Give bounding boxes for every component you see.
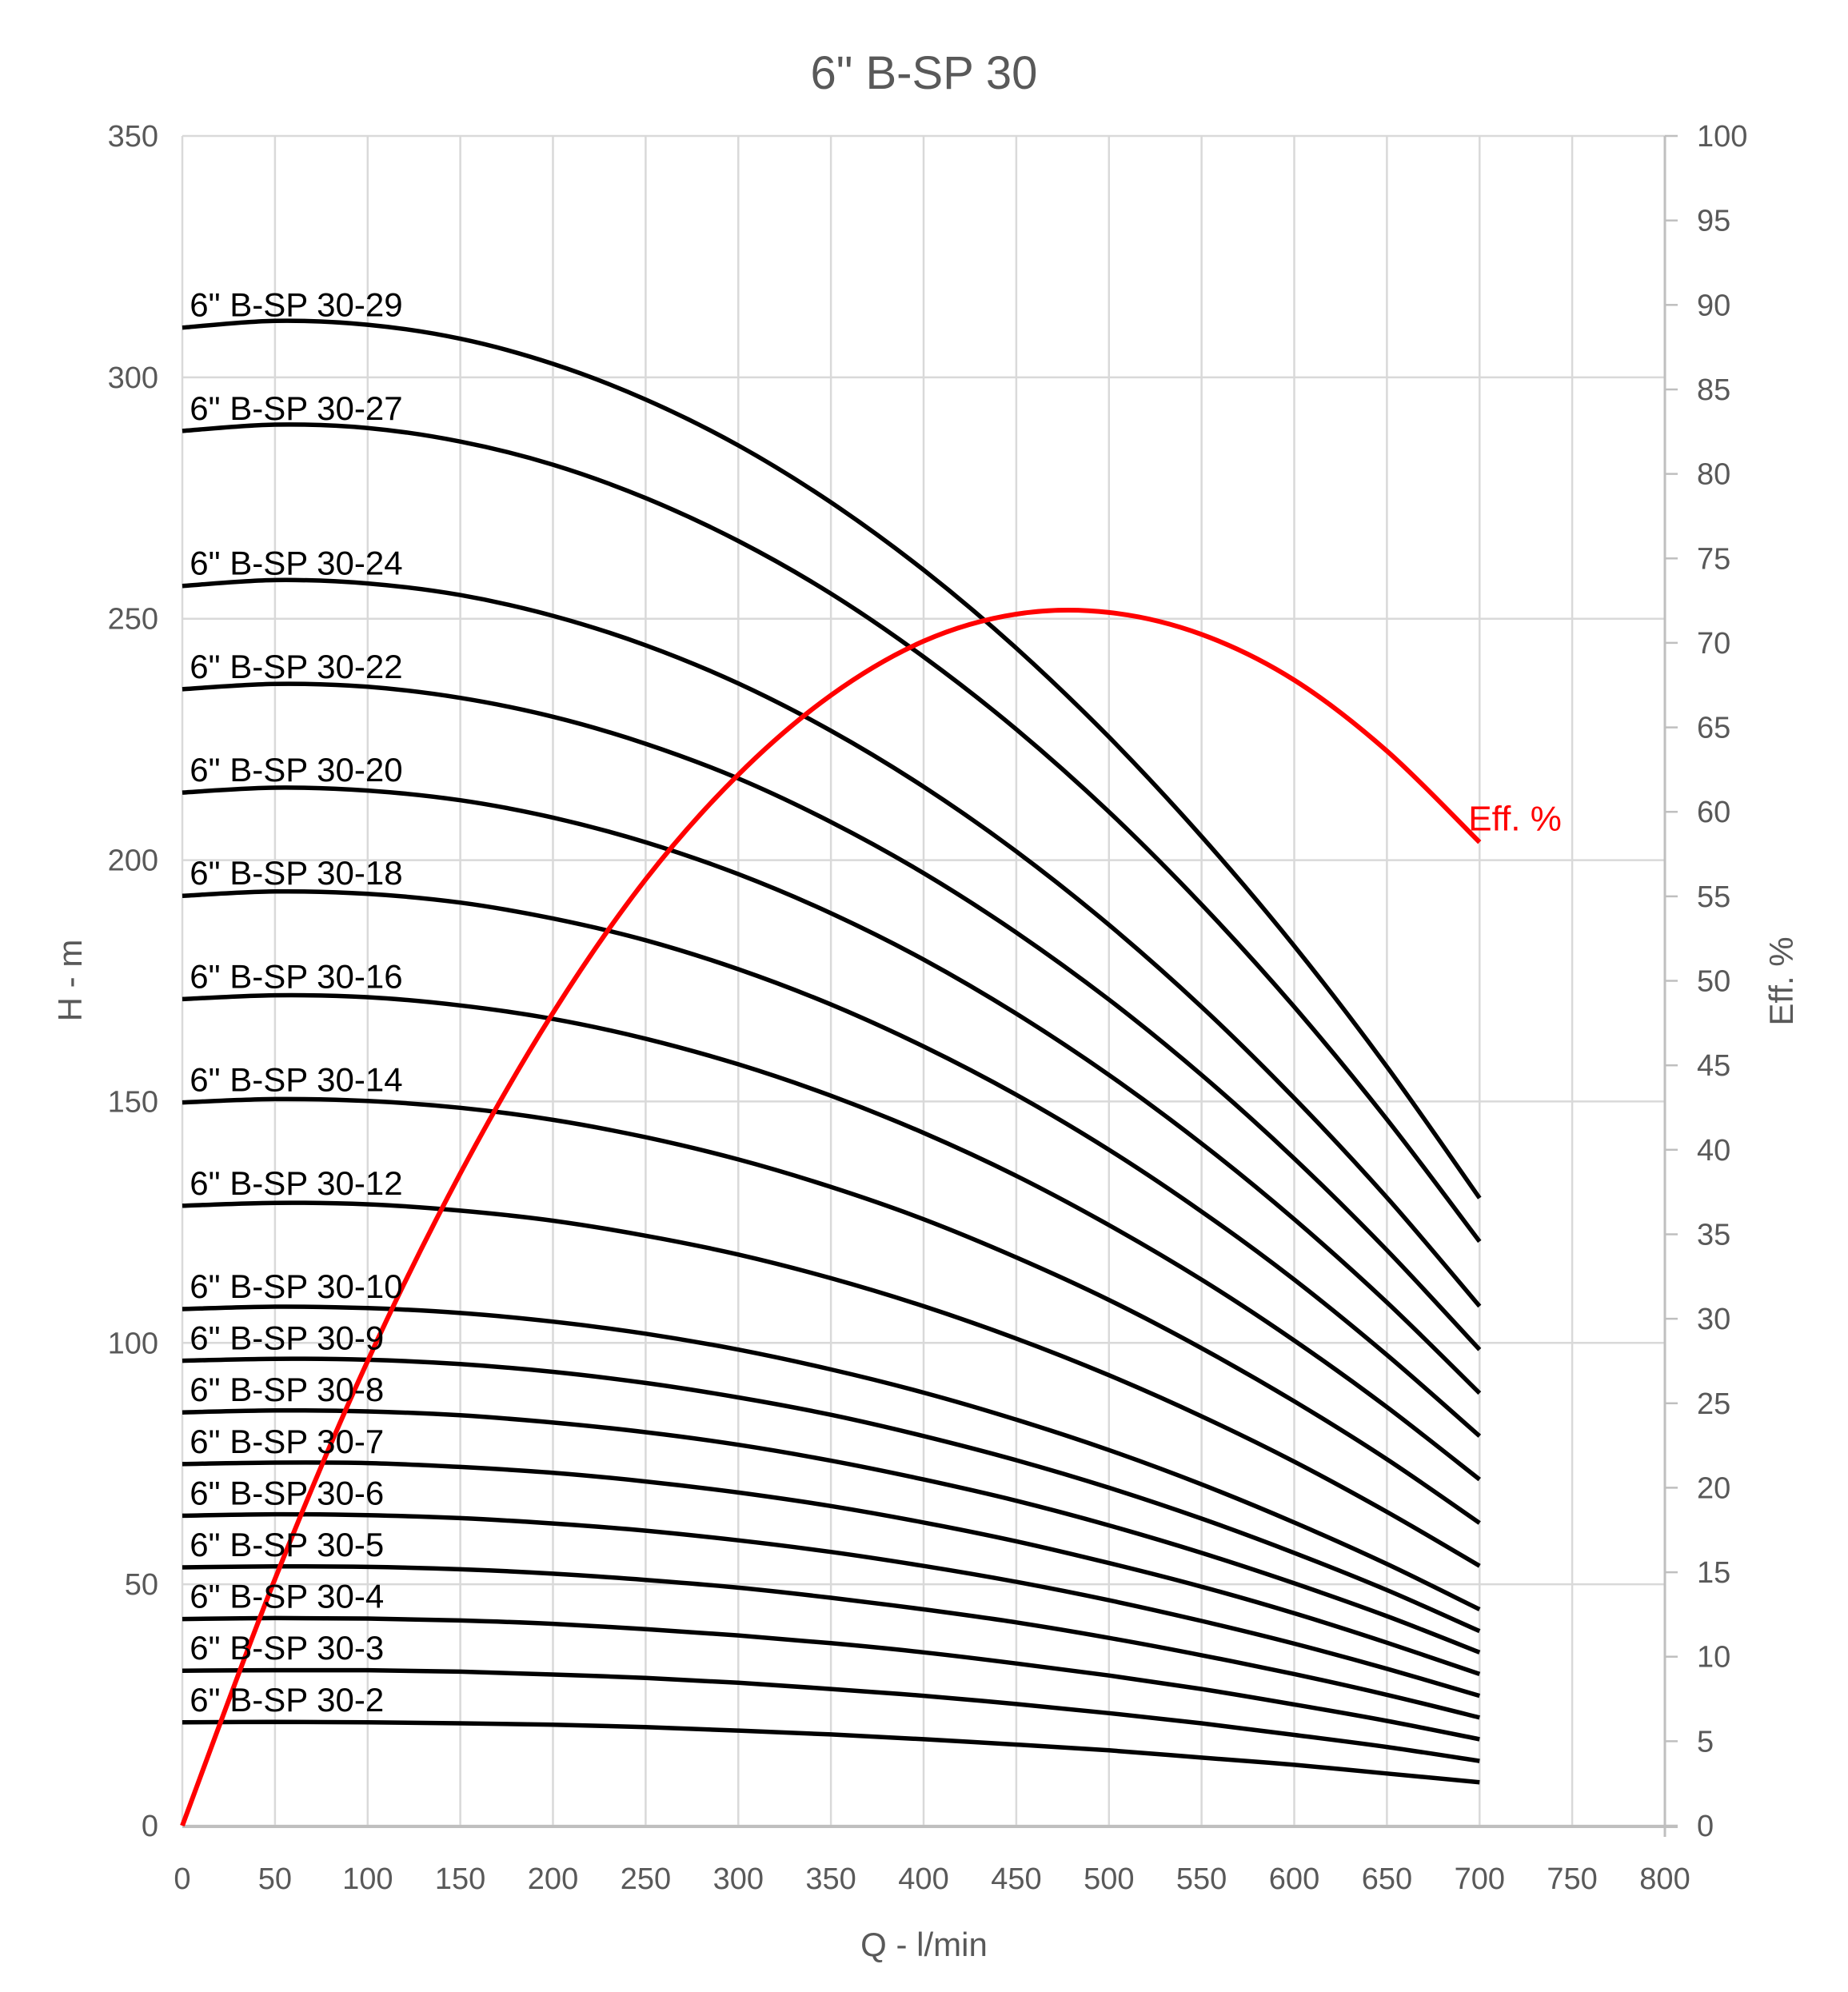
curve-label-30-16: 6" B-SP 30-16	[190, 957, 402, 995]
x-tick-label: 100	[342, 1862, 393, 1896]
y-right-tick-label: 95	[1697, 205, 1730, 238]
pump-curve-30-20	[182, 785, 1482, 1395]
x-tick-label: 300	[713, 1862, 764, 1896]
curve-label-30-10: 6" B-SP 30-10	[190, 1267, 402, 1305]
curve-label-30-27: 6" B-SP 30-27	[190, 389, 402, 427]
pump-curve-30-16	[182, 992, 1481, 1482]
curve-label-30-8: 6" B-SP 30-8	[190, 1371, 384, 1408]
pump-curve-30-29	[182, 318, 1482, 1200]
pump-curve-30-14	[182, 1096, 1481, 1525]
curve-label-30-29: 6" B-SP 30-29	[190, 286, 402, 324]
x-tick-label: 700	[1455, 1862, 1505, 1896]
pump-curves	[182, 318, 1482, 1785]
x-tick-label: 800	[1639, 1862, 1690, 1896]
y-right-tick-label: 0	[1697, 1810, 1714, 1843]
y-left-tick-label: 0	[142, 1810, 158, 1843]
y-right-tick-label: 80	[1697, 458, 1730, 492]
gridlines	[181, 134, 1666, 1827]
y-right-tick-label: 90	[1697, 289, 1730, 322]
curve-label-30-7: 6" B-SP 30-7	[190, 1423, 384, 1460]
y-right-tick-label: 5	[1697, 1725, 1714, 1758]
pump-curve-30-7	[182, 1460, 1481, 1677]
efficiency-curve-label: Eff. %	[1468, 799, 1562, 838]
x-tick-label: 500	[1084, 1862, 1134, 1896]
x-tick-label: 600	[1269, 1862, 1319, 1896]
y-right-tick-label: 60	[1697, 796, 1730, 829]
curve-label-30-5: 6" B-SP 30-5	[190, 1526, 384, 1563]
x-tick-label: 750	[1547, 1862, 1597, 1896]
y-right-tick-label: 70	[1697, 627, 1730, 661]
y-right-tick-label: 30	[1697, 1303, 1730, 1336]
curve-label-30-6: 6" B-SP 30-6	[190, 1474, 384, 1511]
efficiency-curve	[180, 608, 1482, 1827]
pump-curve-30-3	[182, 1667, 1480, 1763]
y-left-tick-label: 300	[108, 361, 158, 395]
y-left-tick-label: 150	[108, 1085, 158, 1119]
x-tick-label: 400	[898, 1862, 948, 1896]
pump-curve-30-10	[182, 1304, 1481, 1611]
y-right-tick-label: 75	[1697, 542, 1730, 576]
y-right-tick-label: 45	[1697, 1049, 1730, 1083]
curve-label-30-12: 6" B-SP 30-12	[190, 1164, 402, 1202]
y-axis-right-tick-labels: 0 5 10 15 20 25 30 35 40 45 50 55 60 65 70 75 80 85 90 95 10…	[1697, 120, 1747, 1843]
y-right-tick-label: 50	[1697, 965, 1730, 999]
x-tick-label: 350	[805, 1862, 856, 1896]
x-tick-label: 250	[621, 1862, 671, 1896]
pump-curve-30-2	[182, 1719, 1480, 1785]
curve-label-30-14: 6" B-SP 30-14	[190, 1061, 402, 1099]
x-axis-tick-labels: 0 50 100 150 200 250 300 350 400 450 500 550 600 650 7…	[174, 1862, 1690, 1896]
x-tick-label: 200	[528, 1862, 578, 1896]
y-left-tick-label: 50	[125, 1568, 158, 1602]
x-tick-label: 550	[1176, 1862, 1227, 1896]
x-tick-label: 0	[174, 1862, 190, 1896]
curve-label-30-18: 6" B-SP 30-18	[190, 854, 402, 892]
y-left-tick-label: 250	[108, 603, 158, 637]
y-left-tick-label: 350	[108, 120, 158, 154]
x-tick-label: 450	[991, 1862, 1041, 1896]
y-axis-right-ticks	[1665, 134, 1678, 1827]
pump-curve-30-5	[182, 1564, 1480, 1720]
pump-curve-30-8	[182, 1408, 1481, 1655]
pump-curve-30-9	[182, 1356, 1481, 1634]
pump-curve-30-18	[182, 888, 1482, 1438]
pump-curve-30-4	[182, 1615, 1480, 1742]
pump-curve-30-24	[182, 577, 1482, 1308]
y-right-tick-label: 65	[1697, 712, 1730, 745]
chart-title: 6" B-SP 30	[810, 47, 1038, 99]
y-right-tick-label: 35	[1697, 1219, 1730, 1252]
y-right-tick-label: 15	[1697, 1556, 1730, 1590]
curve-label-30-3: 6" B-SP 30-3	[190, 1629, 384, 1667]
y-left-tick-label: 100	[108, 1327, 158, 1360]
x-tick-label: 650	[1362, 1862, 1412, 1896]
curve-labels: 6" B-SP 30-29 6" B-SP 30-27 6" B-SP 30-24 6…	[190, 286, 402, 1719]
pump-curve-30-12	[182, 1200, 1481, 1568]
x-axis-title: Q - l/min	[860, 1926, 988, 1963]
y-right-tick-label: 85	[1697, 373, 1730, 407]
pump-curve-30-22	[182, 681, 1482, 1351]
y-right-tick-label: 40	[1697, 1134, 1730, 1168]
pump-curve-30-6	[182, 1511, 1481, 1699]
curve-label-30-9: 6" B-SP 30-9	[190, 1319, 384, 1357]
y-right-tick-label: 25	[1697, 1387, 1730, 1421]
pump-curve-30-27	[182, 422, 1482, 1244]
y-right-tick-label: 100	[1697, 120, 1747, 154]
curve-label-30-4: 6" B-SP 30-4	[190, 1578, 384, 1615]
curve-label-30-22: 6" B-SP 30-22	[190, 648, 402, 685]
y-right-tick-label: 55	[1697, 880, 1730, 914]
y-right-tick-label: 20	[1697, 1471, 1730, 1505]
y-right-tick-label: 10	[1697, 1641, 1730, 1675]
y-axis-left-tick-labels: 0 50 100 150 200 250 300 350	[108, 120, 158, 1843]
curve-label-30-20: 6" B-SP 30-20	[190, 751, 402, 788]
curve-label-30-24: 6" B-SP 30-24	[190, 545, 402, 582]
y-left-tick-label: 200	[108, 844, 158, 878]
x-tick-label: 50	[258, 1862, 292, 1896]
x-tick-label: 150	[435, 1862, 485, 1896]
curve-label-30-2: 6" B-SP 30-2	[190, 1681, 384, 1719]
